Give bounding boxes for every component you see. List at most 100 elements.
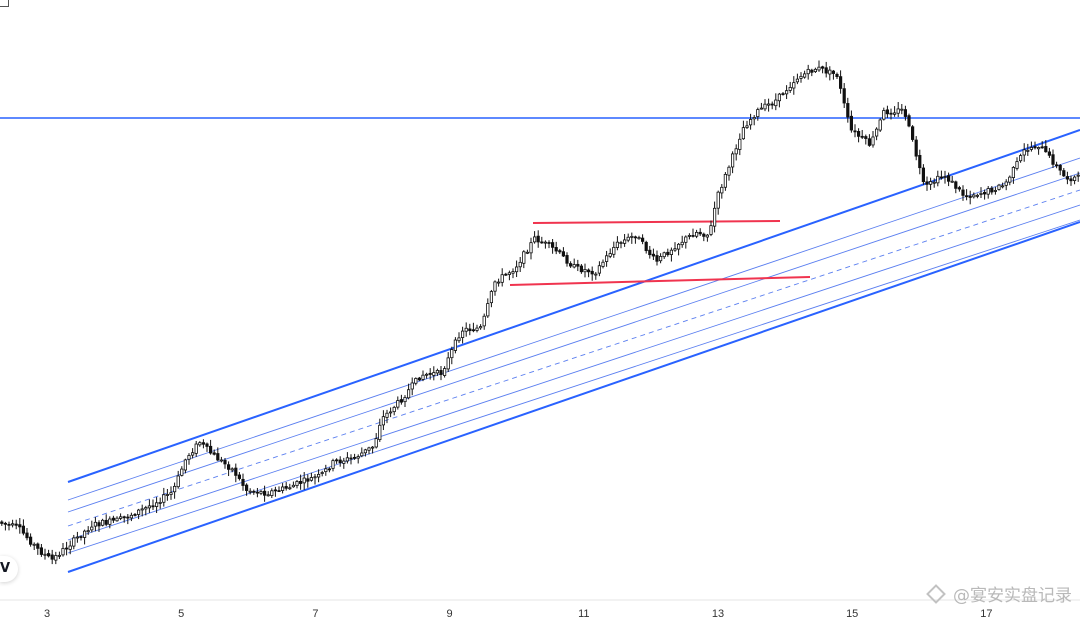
candle	[522, 250, 526, 269]
candle-body	[241, 478, 245, 486]
candle-body	[342, 460, 346, 464]
candle-body	[860, 135, 864, 138]
candle-body	[54, 555, 58, 561]
candle-body	[731, 153, 735, 168]
candle	[36, 542, 40, 555]
candle	[882, 107, 886, 121]
candle-body	[208, 445, 213, 454]
candle	[979, 187, 983, 199]
candle-body	[914, 139, 918, 157]
candle	[767, 98, 771, 112]
candle	[104, 514, 108, 527]
candle-body	[993, 190, 998, 192]
candle-body	[493, 281, 497, 292]
candle-body	[406, 389, 411, 399]
candle	[993, 186, 998, 195]
candle	[590, 266, 594, 281]
x-tick-label: 9	[447, 608, 453, 620]
candle	[1044, 139, 1048, 153]
candle	[421, 370, 425, 382]
candle	[965, 189, 969, 201]
candle	[309, 472, 314, 482]
candle	[446, 352, 450, 372]
candle-body	[356, 456, 360, 459]
candle-body	[583, 269, 587, 273]
candle-body	[1011, 167, 1016, 178]
candle	[835, 72, 839, 80]
tradingview-logo-icon[interactable]: V	[0, 556, 18, 582]
candle	[21, 519, 26, 536]
candle	[331, 458, 335, 472]
candle	[349, 454, 353, 465]
candle	[637, 235, 641, 240]
candle	[921, 164, 926, 185]
candle	[738, 133, 742, 156]
candle-body	[680, 241, 684, 246]
candle-body	[767, 103, 771, 106]
candle-body	[295, 481, 299, 486]
candle	[511, 268, 515, 279]
candle	[298, 474, 303, 490]
candle	[720, 184, 724, 199]
candle	[601, 259, 605, 269]
candle-body	[352, 456, 357, 459]
candle-body	[57, 554, 62, 557]
candle	[983, 189, 987, 200]
candle-body	[414, 378, 418, 384]
candle	[576, 259, 580, 272]
candle	[129, 512, 133, 522]
candle-body	[147, 505, 151, 509]
candle	[1047, 147, 1051, 158]
candle-body	[846, 103, 850, 118]
candle	[1033, 141, 1037, 150]
candle-body	[39, 547, 44, 555]
candle-body	[0, 521, 4, 524]
candle-body	[630, 235, 634, 238]
candle	[806, 64, 810, 80]
candle-body	[641, 237, 645, 242]
candle-body	[486, 303, 490, 317]
candle-body	[997, 184, 1001, 190]
candle-body	[533, 236, 537, 243]
candle	[115, 516, 119, 522]
candle	[651, 248, 656, 261]
candle-body	[61, 548, 65, 556]
candle	[410, 377, 414, 396]
candle	[770, 101, 774, 110]
candle-body	[47, 553, 51, 557]
candle-body	[644, 241, 648, 252]
candle-body	[277, 490, 281, 492]
candle	[428, 368, 432, 380]
candle	[1076, 171, 1080, 182]
candle-body	[1069, 178, 1073, 182]
candle-body	[547, 242, 551, 244]
candle	[158, 497, 162, 509]
candle	[0, 520, 4, 526]
candle	[136, 508, 141, 520]
candle	[284, 482, 288, 491]
candle	[536, 230, 540, 248]
candle	[259, 489, 263, 496]
candle	[471, 322, 476, 333]
candle	[540, 236, 544, 244]
candle	[133, 512, 137, 517]
candle-body	[925, 181, 929, 185]
candle	[39, 543, 44, 557]
candle-body	[1001, 185, 1005, 188]
candle	[666, 248, 670, 257]
candle	[630, 232, 634, 244]
channel-inner-line	[67, 157, 1080, 501]
candle-body	[918, 155, 922, 169]
candle-body	[1044, 146, 1048, 153]
candle-body	[327, 468, 332, 471]
candle-body	[684, 236, 688, 243]
candle	[241, 473, 245, 491]
candle	[453, 337, 458, 354]
candle	[1073, 175, 1077, 185]
candle-body	[885, 109, 890, 115]
candle	[932, 178, 936, 188]
candle-body	[7, 523, 11, 526]
candle-body	[831, 70, 836, 74]
